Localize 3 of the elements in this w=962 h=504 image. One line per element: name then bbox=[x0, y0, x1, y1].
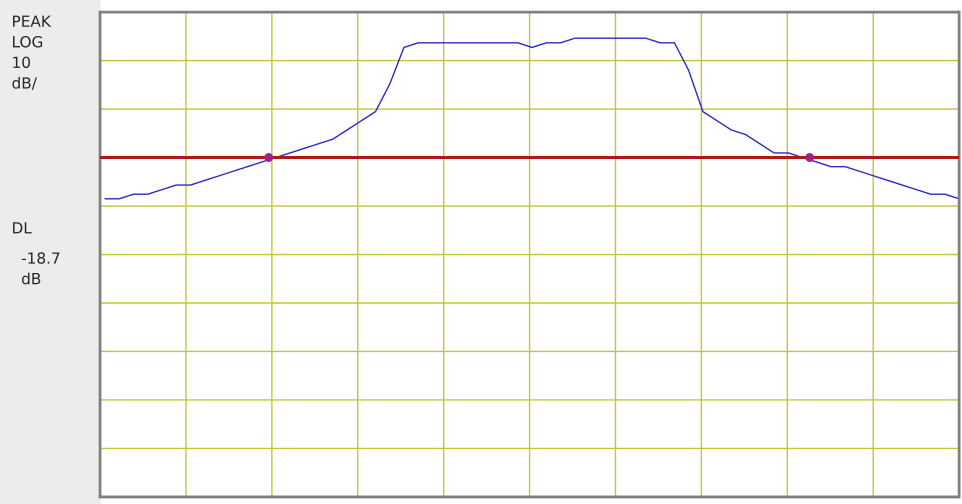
text: -18.7 dB bbox=[22, 252, 60, 284]
text: PEAK LOG 10 dB/ bbox=[12, 16, 52, 90]
text: DL bbox=[13, 222, 32, 234]
